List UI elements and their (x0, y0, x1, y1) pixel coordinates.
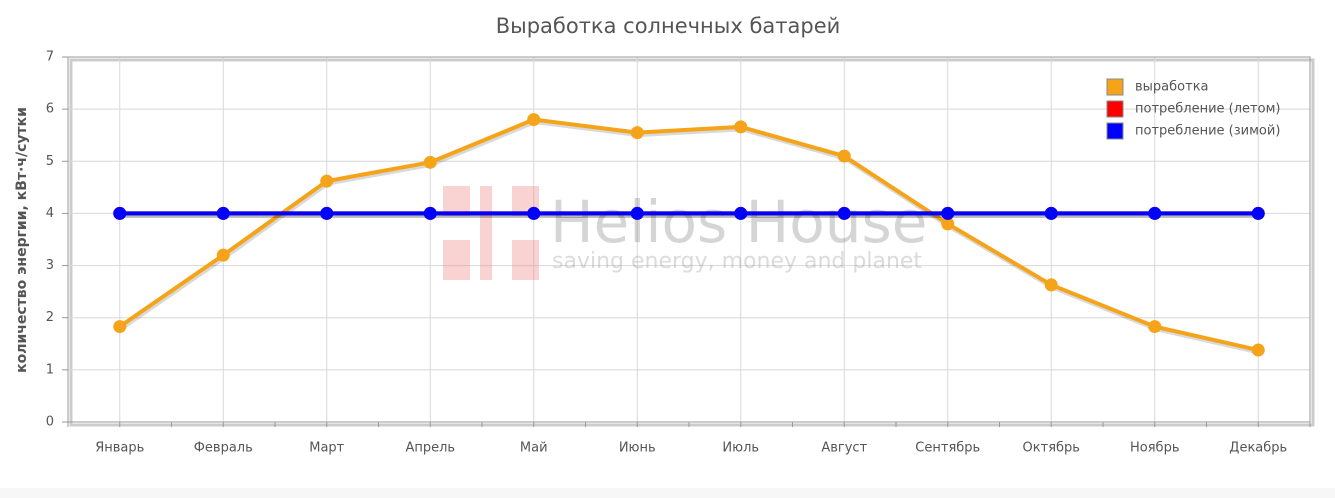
data-point (734, 206, 748, 220)
series-line (118, 117, 1259, 352)
data-point (1251, 206, 1265, 220)
data-point (734, 120, 748, 134)
y-tick-label: 4 (46, 206, 54, 221)
logo-block (443, 240, 470, 280)
chart-title: Выработка солнечных батарей (496, 14, 841, 38)
data-point (423, 155, 437, 169)
x-tick-label: Март (309, 441, 344, 456)
watermark-title: Helios House (550, 188, 927, 256)
x-tick-label: Май (520, 441, 548, 456)
data-point (113, 320, 127, 334)
x-tick-label: Август (821, 441, 867, 456)
y-tick-label: 3 (46, 258, 54, 273)
y-tick-label: 2 (46, 310, 54, 325)
data-point (1044, 278, 1058, 292)
data-point (837, 206, 851, 220)
legend-swatch (1106, 78, 1124, 96)
logo-block (443, 186, 470, 216)
y-tick-label: 0 (46, 415, 54, 430)
data-point (1148, 320, 1162, 334)
data-point (216, 206, 230, 220)
x-tick-label: Ноябрь (1130, 441, 1179, 456)
watermark-subtitle: saving energy, money and planet (552, 249, 922, 274)
plot-shadow (69, 58, 1315, 427)
watermark: Helios House saving energy, money and pl… (443, 186, 927, 280)
x-tick-label: Апрель (405, 441, 455, 456)
y-tick-label: 6 (46, 102, 54, 117)
data-point (1148, 206, 1162, 220)
legend-label: потребление (летом) (1135, 102, 1280, 117)
data-point (941, 206, 955, 220)
x-tick-label: Июнь (619, 441, 656, 456)
y-tick-label: 5 (46, 154, 54, 169)
footer-strip (0, 488, 1335, 498)
legend-swatch (1106, 122, 1124, 140)
data-point (630, 126, 644, 140)
x-tick-label: Июль (722, 441, 759, 456)
x-tick-label: Октябрь (1023, 441, 1080, 456)
logo-block (512, 240, 539, 280)
x-tick-label: Январь (95, 441, 144, 456)
y-tick-label: 1 (46, 362, 54, 377)
x-tick-label: Февраль (194, 441, 253, 456)
legend-label: выработка (1135, 80, 1209, 95)
data-point (113, 206, 127, 220)
data-point (216, 248, 230, 262)
data-point (320, 174, 334, 188)
data-point (423, 206, 437, 220)
plot-frame (67, 56, 1311, 423)
data-point (630, 206, 644, 220)
legend-label: потребление (зимой) (1135, 124, 1280, 139)
y-tick-label: 7 (46, 50, 54, 65)
data-point (527, 113, 541, 127)
data-point (527, 206, 541, 220)
data-point (941, 217, 955, 231)
data-point (320, 206, 334, 220)
data-point (1044, 206, 1058, 220)
data-point (1251, 343, 1265, 357)
data-point (837, 149, 851, 163)
x-tick-label: Декабрь (1229, 441, 1287, 456)
y-axis-label: количество энергии, кВт·ч/сутки (14, 107, 30, 373)
x-tick-label: Сентябрь (915, 441, 980, 456)
legend-swatch (1106, 100, 1124, 118)
logo-block (480, 186, 492, 280)
